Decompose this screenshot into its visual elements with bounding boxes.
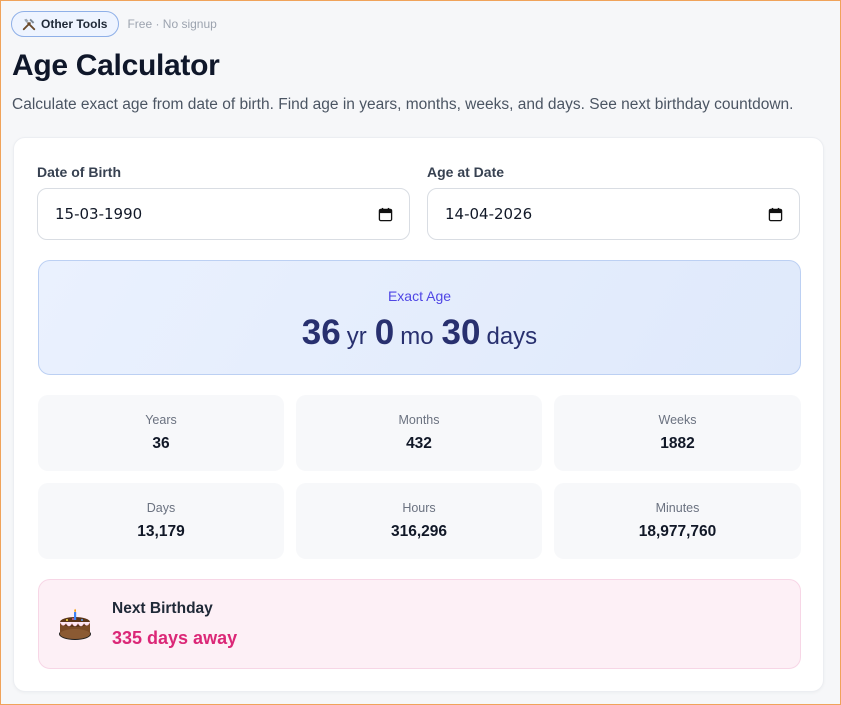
stat-years: Years 36 [38,395,284,471]
stat-label: Years [145,413,177,427]
exact-age-label: Exact Age [387,288,452,304]
stat-months: Months 432 [296,395,542,471]
stat-value: 316,296 [390,523,448,540]
calculator-card: Date of Birth 15-03-1990 Age at Date 14-… [13,137,824,692]
exact-days: 30 [441,313,481,352]
dob-value: 15-03-1990 [55,205,143,223]
exact-months: 0 [374,313,395,352]
stat-label: Minutes [655,501,700,515]
tools-icon [22,18,36,31]
stat-value: 432 [406,435,432,452]
cake-icon [59,608,91,640]
next-birthday-title: Next Birthday [112,600,213,617]
at-date-input[interactable]: 14-04-2026 [427,188,800,240]
stat-value: 1882 [660,435,695,452]
dob-label: Date of Birth [37,164,121,180]
calendar-icon[interactable] [378,207,393,222]
page-subtitle: Calculate exact age from date of birth. … [12,96,794,113]
next-birthday-panel: Next Birthday 335 days away [38,579,801,669]
exact-age-panel: Exact Age 36 yr 0 mo 30 days [38,260,801,375]
calendar-icon[interactable] [768,207,783,222]
stat-hours: Hours 316,296 [296,483,542,559]
next-birthday-days: 335 days away [112,628,238,648]
exact-days-unit: days [486,323,538,350]
top-bar: Other Tools Free · No signup [11,11,217,37]
stat-value: 13,179 [137,523,185,540]
stat-days: Days 13,179 [38,483,284,559]
exact-years: 36 [301,313,341,352]
stat-minutes: Minutes 18,977,760 [554,483,801,559]
stat-label: Weeks [658,413,697,427]
stat-label: Hours [402,501,436,515]
stat-value: 36 [152,435,170,452]
stat-label: Months [398,413,440,427]
at-date-label: Age at Date [427,164,505,180]
free-badge: Free · No signup [127,17,217,31]
exact-years-unit: yr [346,323,367,350]
other-tools-button[interactable]: Other Tools [11,11,120,37]
stat-label: Days [146,501,176,515]
stat-weeks: Weeks 1882 [554,395,801,471]
page-title: Age Calculator [12,49,220,82]
dob-input[interactable]: 15-03-1990 [37,188,410,240]
other-tools-label: Other Tools [41,17,108,31]
at-date-value: 14-04-2026 [445,205,533,223]
exact-age-value: 36 yr 0 mo 30 days [39,313,800,353]
stat-value: 18,977,760 [638,523,717,540]
exact-months-unit: mo [400,323,434,350]
